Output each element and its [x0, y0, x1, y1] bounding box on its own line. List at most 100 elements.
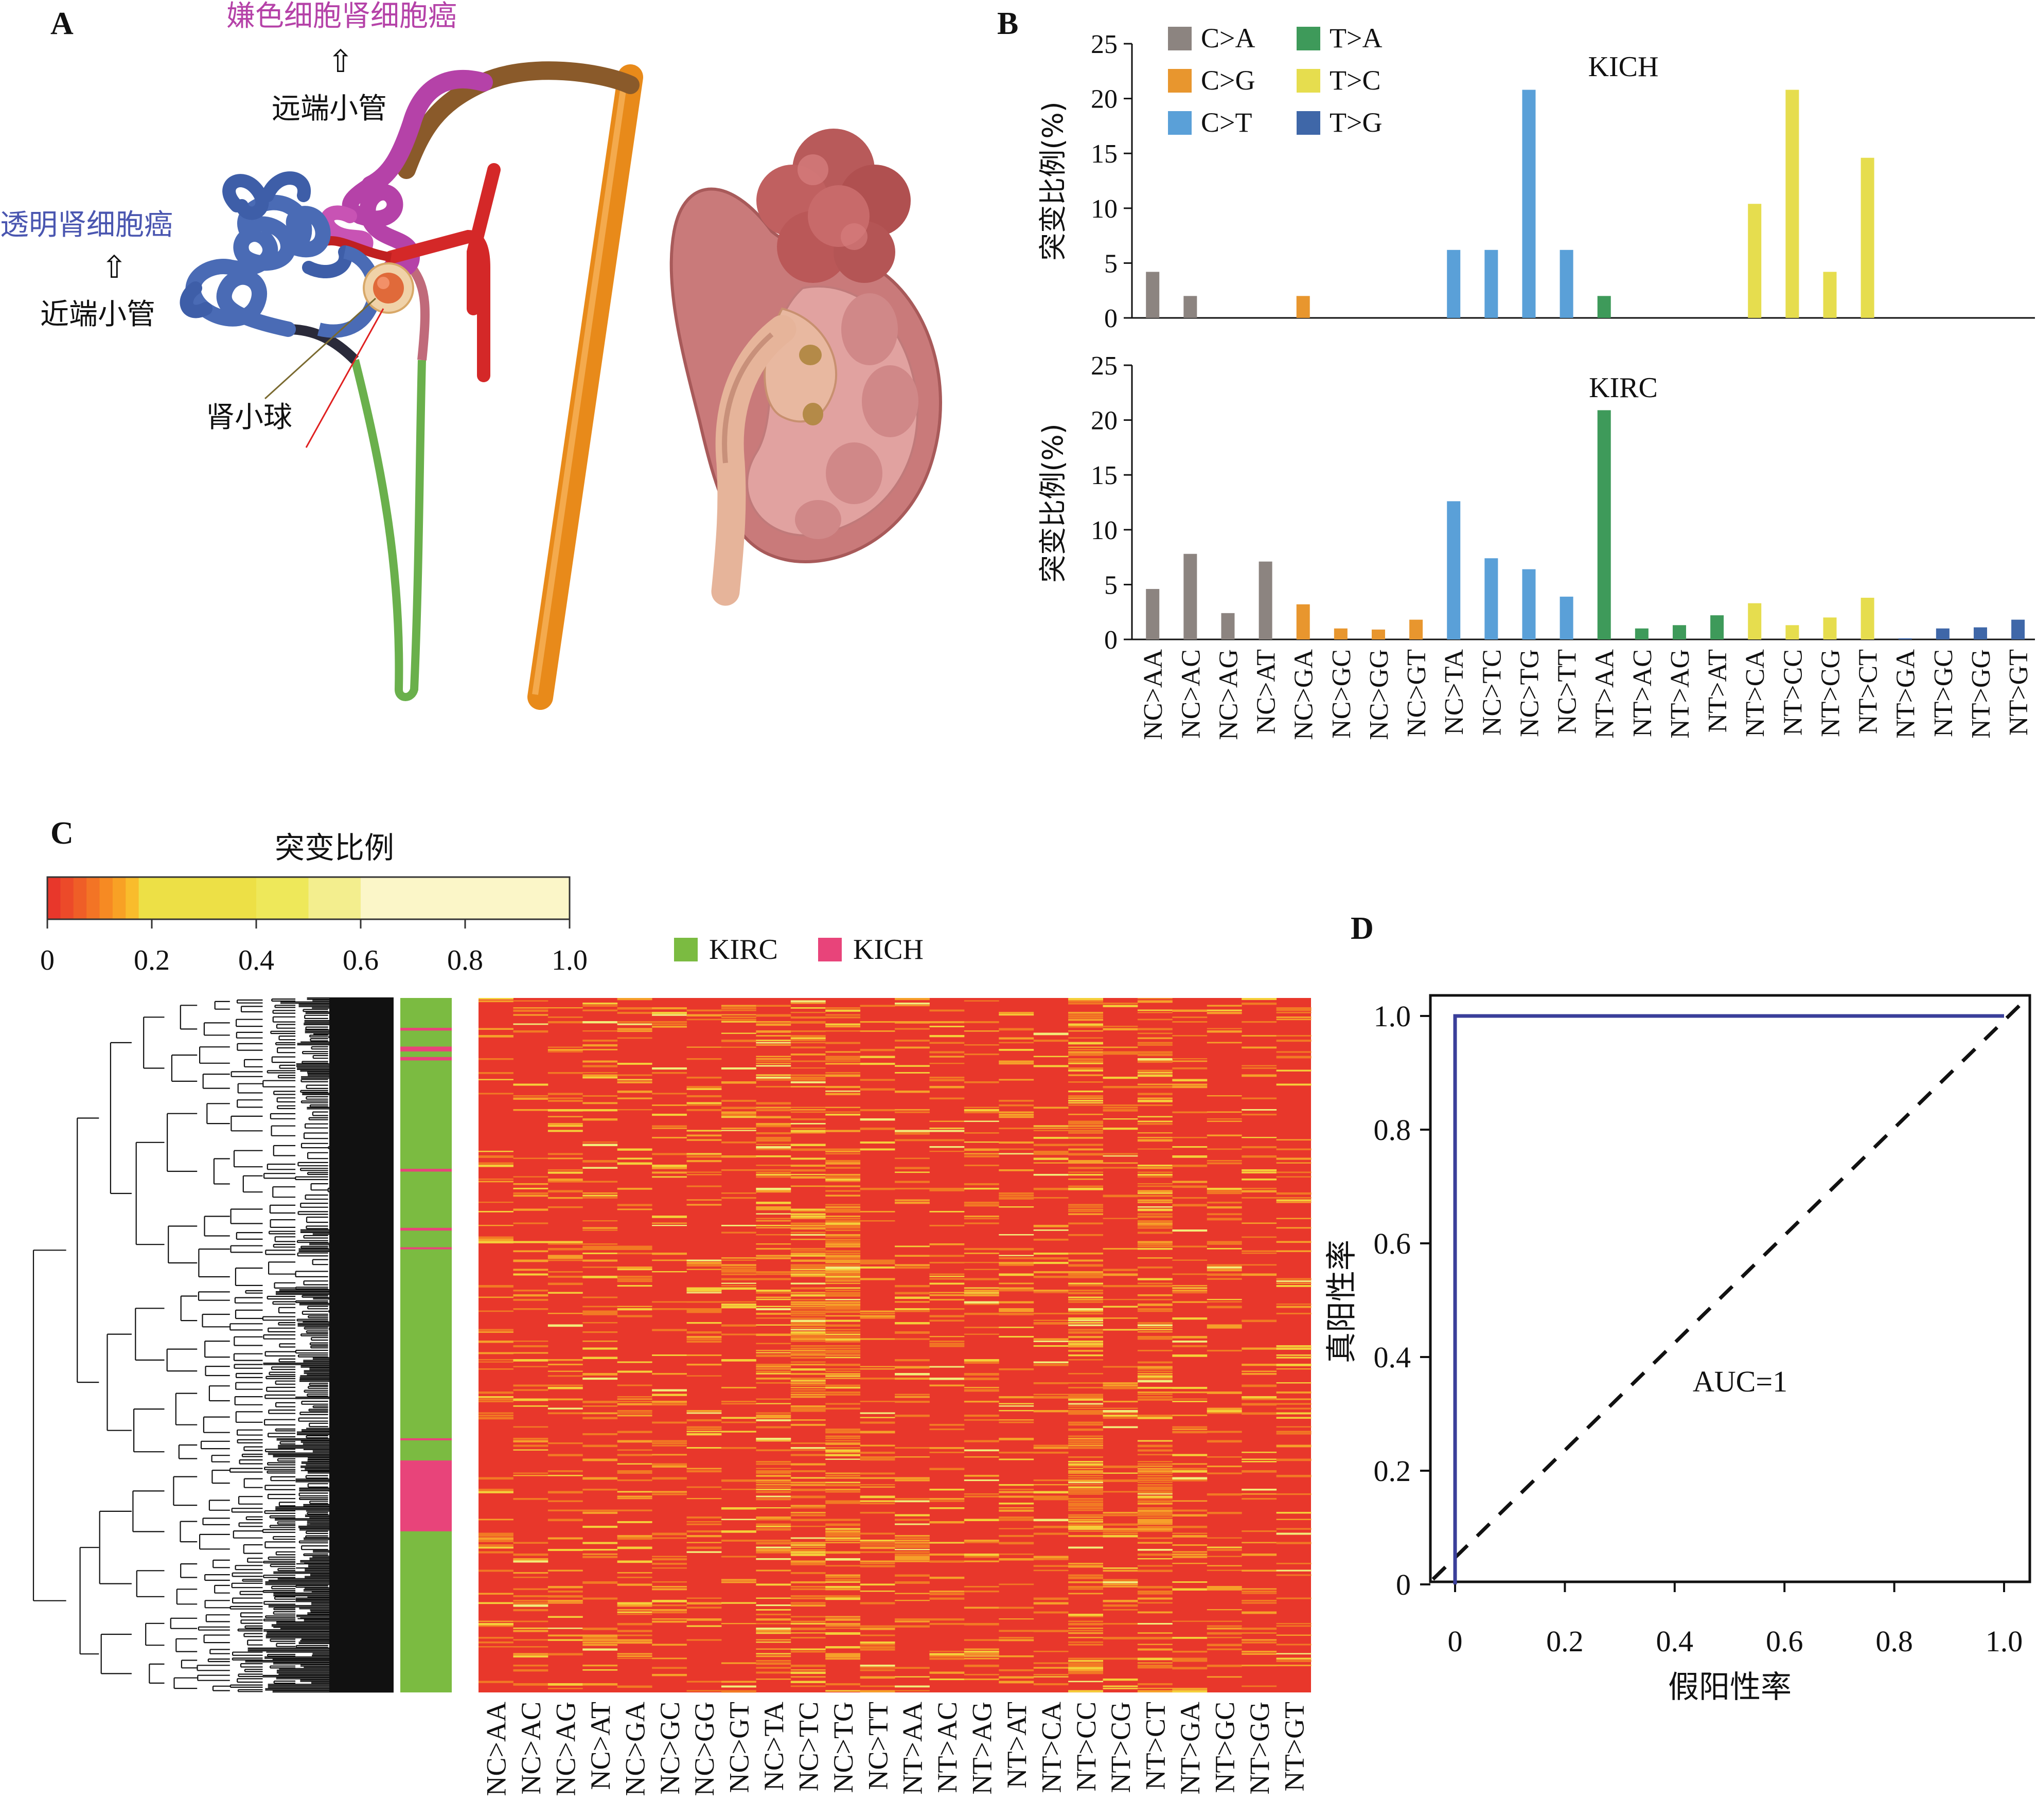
- heatmap-cell: [756, 1044, 791, 1046]
- heatmap-cell: [617, 1454, 652, 1456]
- heatmap-cell: [1068, 1563, 1103, 1565]
- heatmap-cell: [1068, 1477, 1103, 1479]
- heatmap-cell: [652, 1153, 687, 1155]
- heatmap-cell: [1276, 1285, 1312, 1287]
- heatmap-cell: [999, 1458, 1034, 1460]
- heatmap-cell: [825, 1239, 861, 1241]
- heatmap-cell: [929, 1273, 965, 1275]
- heatmap-cell: [1033, 1040, 1069, 1042]
- heatmap-cell: [1137, 1366, 1173, 1369]
- heatmap-cell: [1207, 1620, 1242, 1622]
- heatmap-cell: [1068, 1153, 1103, 1156]
- heatmap-cell: [1207, 1269, 1242, 1272]
- heatmap-cell: [860, 1021, 895, 1023]
- heatmap-cell: [547, 1569, 583, 1572]
- heatmap-cell: [479, 1093, 513, 1095]
- heatmap-cell: [582, 1003, 618, 1005]
- colorbar-segment-9: [256, 877, 309, 919]
- heatmap-cell: [721, 1690, 756, 1693]
- heatmap-cell: [1033, 1532, 1069, 1535]
- heatmap-cell: [547, 1241, 583, 1243]
- heatmap-cell: [1207, 1028, 1242, 1029]
- heatmap-cell: [686, 1185, 722, 1187]
- heatmap-cell: [1103, 1194, 1138, 1198]
- heatmap-cell: [1033, 1597, 1069, 1600]
- colorbar-tick-label-0: 0: [40, 944, 55, 976]
- heatmap-cell: [1137, 1593, 1173, 1595]
- heatmap-cell: [860, 1148, 895, 1151]
- heatmap-cell: [1137, 1569, 1173, 1572]
- heatmap-cell: [999, 1554, 1034, 1555]
- heatmap-cell: [929, 1679, 965, 1681]
- renal-calyx-1: [799, 345, 822, 365]
- heatmap-cell: [756, 1417, 791, 1419]
- heatmap-cell: [1137, 1232, 1173, 1234]
- heatmap-cell: [582, 1526, 618, 1528]
- heatmap-cell: [582, 1141, 618, 1143]
- heatmap-cell: [1172, 1454, 1208, 1456]
- kich-annotation-block-4: [400, 1227, 452, 1231]
- heatmap-cell: [964, 1054, 999, 1056]
- heatmap-cell: [1103, 1273, 1138, 1276]
- y-tick-label-3: 15: [1091, 139, 1118, 169]
- heatmap-cell: [617, 1285, 652, 1287]
- heatmap-cell: [479, 1329, 513, 1331]
- bar-NC>GC: [1334, 628, 1348, 639]
- heatmap-cell: [617, 1021, 652, 1023]
- heatmap-cell: [929, 1653, 965, 1656]
- heatmap-cell: [617, 1583, 652, 1586]
- heatmap-cell: [790, 1176, 826, 1179]
- heatmap-cell: [1276, 1199, 1312, 1202]
- heatmap-cell: [547, 1016, 583, 1018]
- heatmap-cell: [721, 1301, 756, 1303]
- heatmap-cell: [825, 1532, 861, 1535]
- heatmap-cell: [756, 1255, 791, 1257]
- heatmap-cell: [860, 1532, 895, 1535]
- x-tick-label-6: NC>GG: [1365, 649, 1394, 740]
- heatmap-cell: [582, 1373, 618, 1376]
- heatmap-cell: [479, 1072, 513, 1074]
- heatmap-cell: [1276, 1657, 1312, 1660]
- heatmap-cell: [825, 1114, 861, 1116]
- heatmap-cell: [756, 1296, 791, 1298]
- heatmap-cell: [1068, 1586, 1103, 1589]
- heatmap-cell: [825, 1447, 861, 1449]
- heatmap-column-label-16: NT>CA: [1036, 1702, 1067, 1793]
- heatmap-cell: [1137, 1086, 1173, 1089]
- heatmap-cell: [860, 1088, 895, 1091]
- heatmap-cell: [790, 1542, 826, 1544]
- heatmap-cell: [1068, 1637, 1103, 1638]
- heatmap-cell: [1068, 1343, 1103, 1345]
- panel-b-legend: C>AC>GC>TT>AT>CT>G: [1168, 23, 1382, 138]
- heatmap-cell: [1207, 1266, 1242, 1269]
- heatmap-cell: [652, 1586, 687, 1588]
- heatmap-cell: [1033, 1364, 1069, 1366]
- x-tick-label-22: NT>GG: [1967, 649, 1996, 739]
- heatmap-cell: [895, 1072, 930, 1074]
- kich-annotation-block-5: [400, 1247, 452, 1250]
- heatmap-cell: [964, 1148, 999, 1151]
- heatmap-cell: [1207, 1569, 1242, 1571]
- legend-label-0: C>A: [1201, 23, 1255, 53]
- heatmap-cell: [825, 1438, 861, 1439]
- bar-NC>TA: [1447, 249, 1461, 318]
- heatmap-cell: [582, 1401, 618, 1403]
- distal-arrow: ⇧: [328, 44, 353, 80]
- heatmap-cell: [479, 1035, 513, 1038]
- heatmap-cell: [756, 1248, 791, 1250]
- heatmap-cell: [999, 1255, 1034, 1256]
- heatmap-cell: [825, 1259, 861, 1262]
- heatmap-cell: [756, 1116, 791, 1118]
- heatmap-cell: [756, 1139, 791, 1142]
- heatmap-cell: [860, 1486, 895, 1488]
- heatmap-cell: [1137, 1489, 1173, 1491]
- roc-x-tick-label-3: 0.6: [1766, 1625, 1803, 1658]
- heatmap-cell: [1103, 1512, 1138, 1514]
- heatmap-cell: [652, 1012, 687, 1014]
- heatmap-cell: [652, 1216, 687, 1218]
- heatmap-cell: [790, 1616, 826, 1618]
- heatmap-cell: [547, 1190, 583, 1193]
- heatmap-cell: [1276, 1625, 1312, 1627]
- heatmap-cell: [1137, 1278, 1173, 1280]
- heatmap-cell: [860, 1005, 895, 1007]
